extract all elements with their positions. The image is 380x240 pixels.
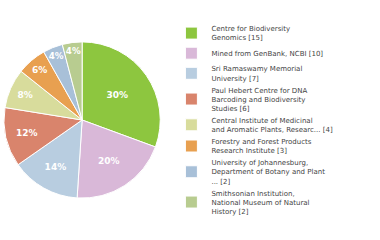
svg-text:Mined from GenBank, NCBI [10]: Mined from GenBank, NCBI [10]	[211, 50, 323, 58]
svg-text:4%: 4%	[49, 51, 64, 61]
svg-text:Forestry and Forest ProductsRe: Forestry and Forest ProductsResearch Ins…	[211, 138, 311, 155]
svg-text:Central Institute of Medicinal: Central Institute of Medicinaland Aromat…	[211, 117, 333, 134]
svg-text:Paul Hebert Centre for DNABarc: Paul Hebert Centre for DNABarcoding and …	[211, 87, 307, 113]
svg-text:30%: 30%	[107, 90, 129, 100]
svg-text:Centre for BiodiversityGenomic: Centre for BiodiversityGenomics [15]	[211, 25, 290, 42]
svg-text:20%: 20%	[98, 156, 120, 166]
svg-text:4%: 4%	[66, 46, 81, 56]
svg-text:University of Johannesburg,Dep: University of Johannesburg,Department of…	[211, 159, 325, 185]
svg-text:Sri Ramaswamy MemorialUniversi: Sri Ramaswamy MemorialUniversity [7]	[211, 65, 302, 82]
svg-text:8%: 8%	[17, 90, 32, 100]
svg-text:6%: 6%	[32, 65, 47, 75]
svg-text:14%: 14%	[45, 162, 67, 172]
svg-text:12%: 12%	[16, 128, 38, 138]
svg-text:Smithsonian Institution,Nation: Smithsonian Institution,National Museum …	[211, 190, 309, 216]
